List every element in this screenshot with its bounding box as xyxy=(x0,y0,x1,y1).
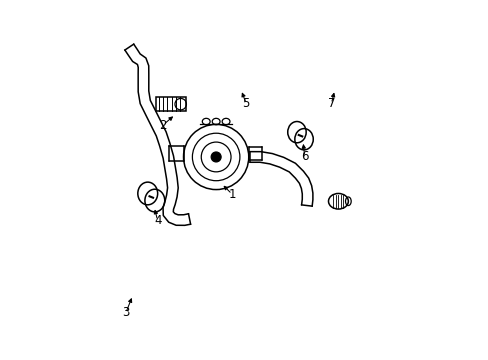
Text: 3: 3 xyxy=(122,306,129,319)
Text: 4: 4 xyxy=(154,214,161,227)
Text: 6: 6 xyxy=(301,150,308,163)
Circle shape xyxy=(211,152,221,162)
Text: 2: 2 xyxy=(159,118,166,131)
Text: 5: 5 xyxy=(242,97,249,110)
Text: 1: 1 xyxy=(228,188,235,201)
Text: 7: 7 xyxy=(327,97,334,110)
Bar xyxy=(156,98,185,111)
